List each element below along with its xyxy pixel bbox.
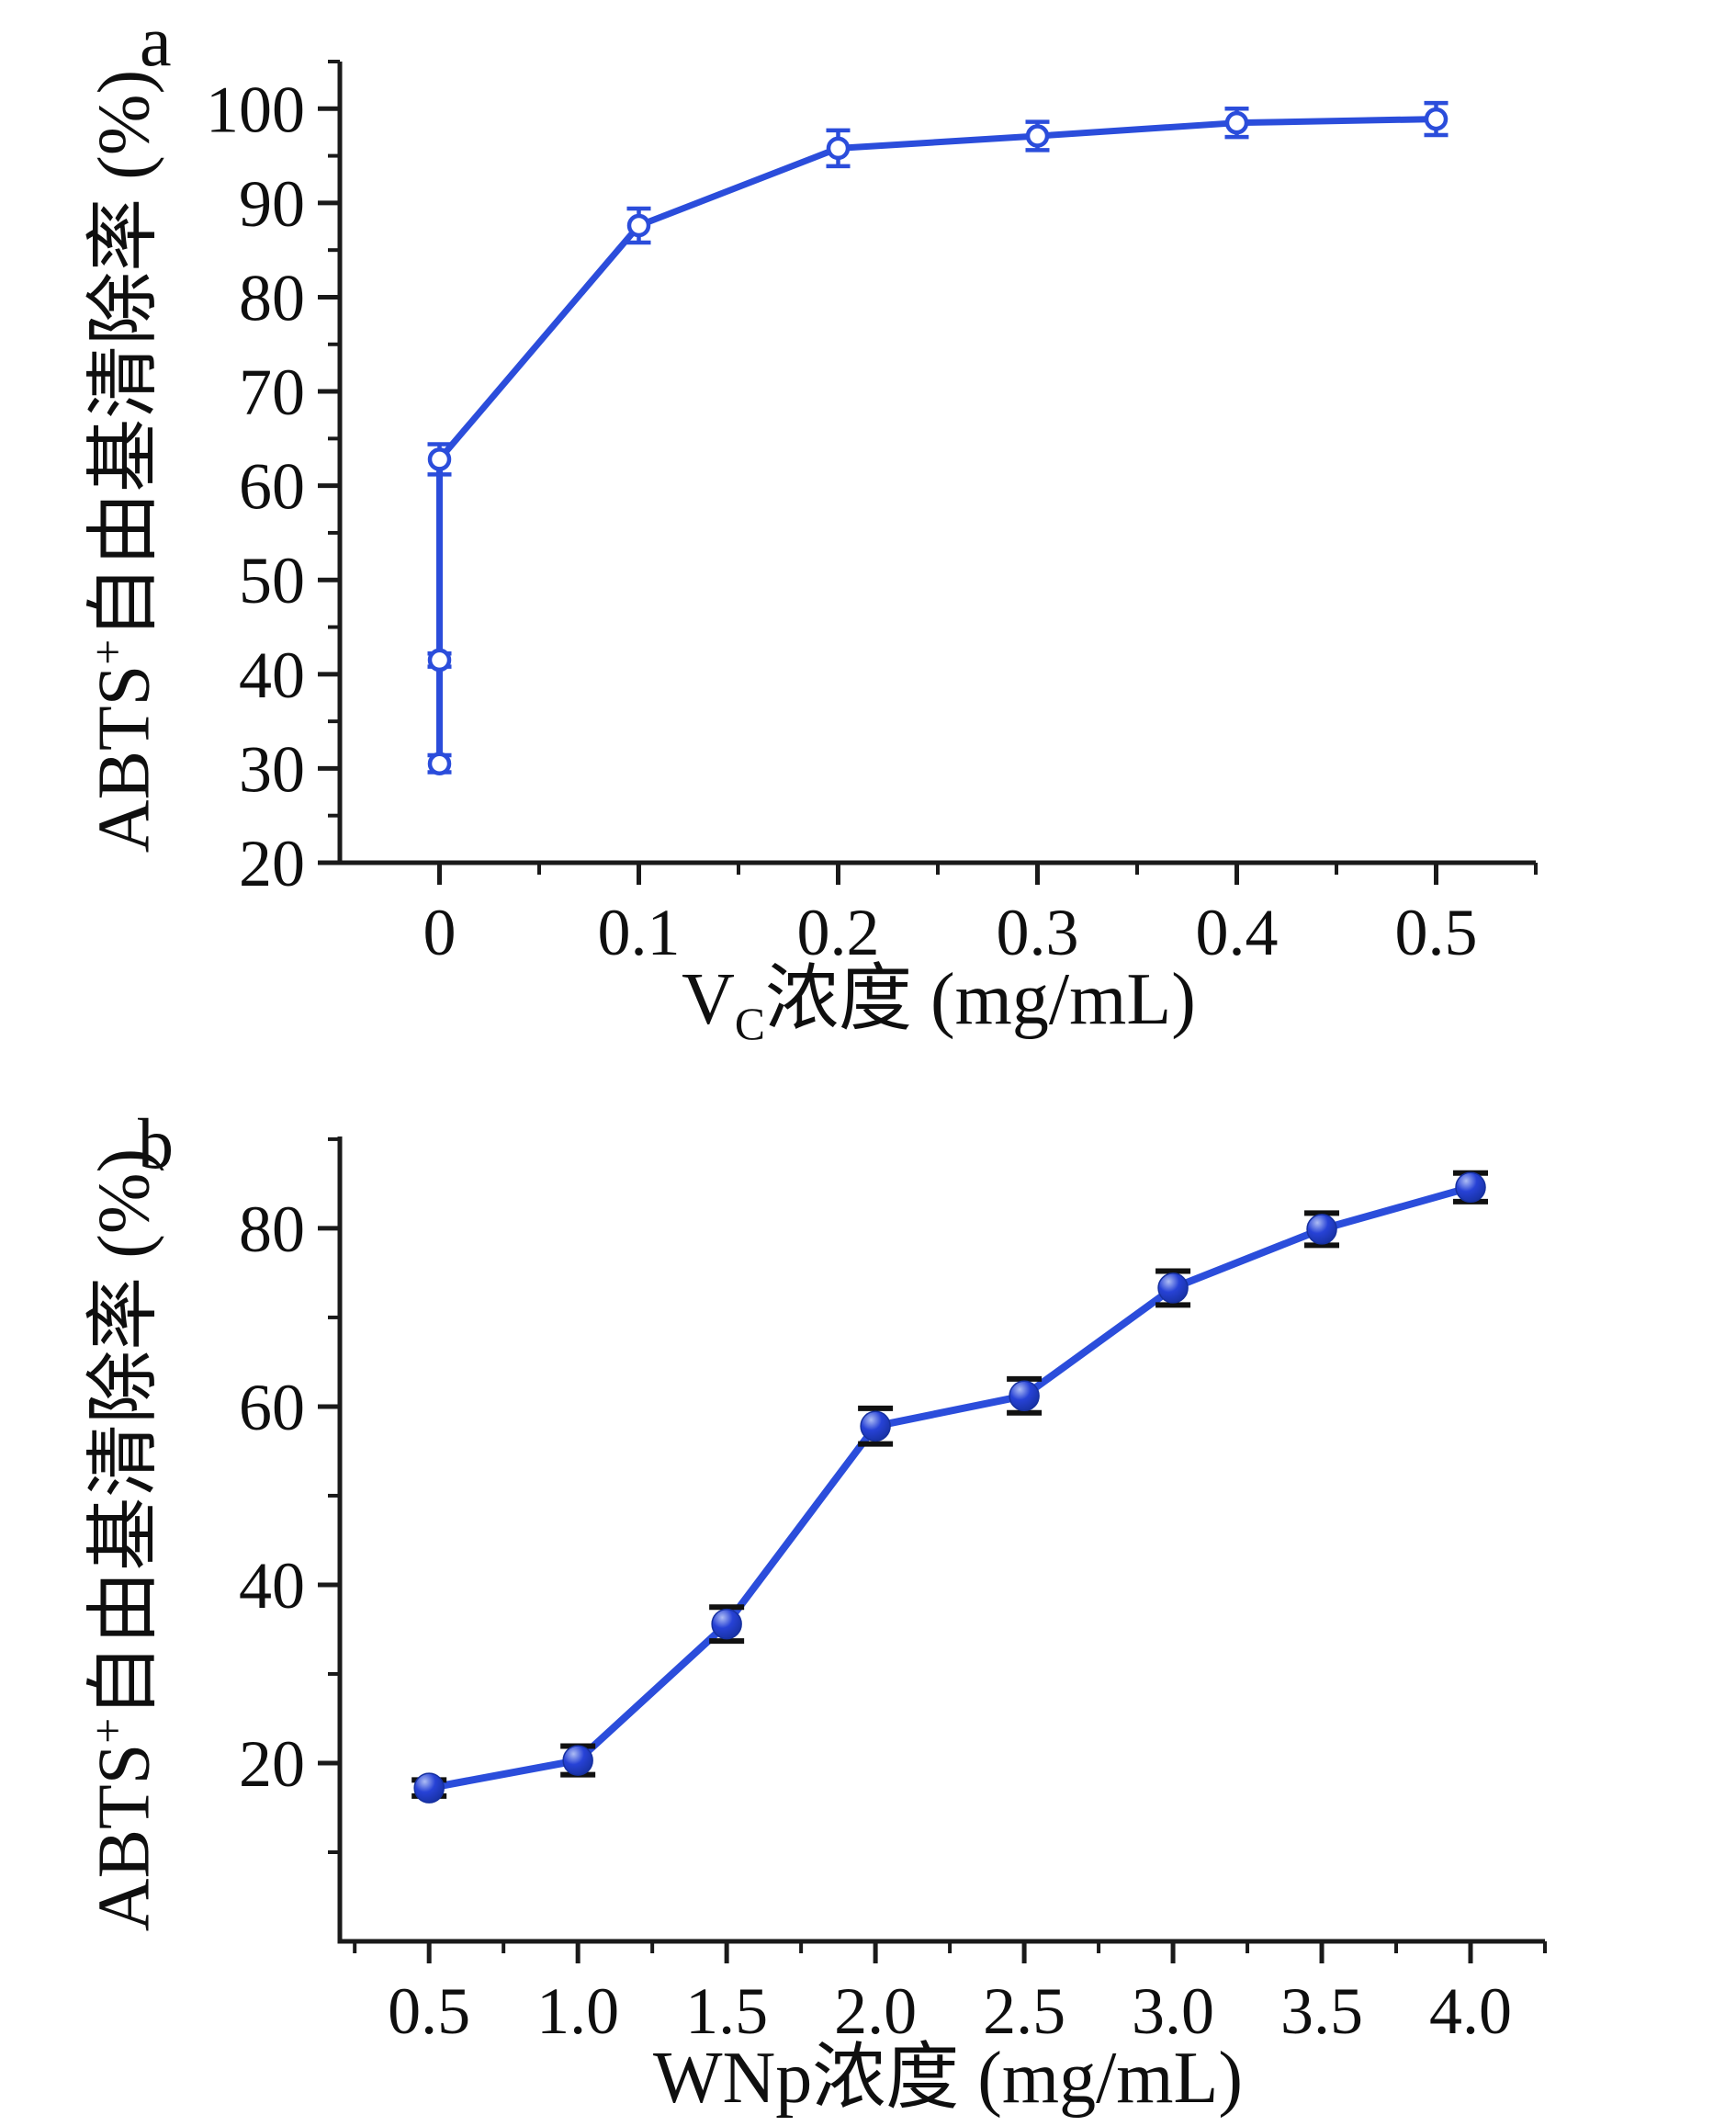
y-tick-label: 50: [239, 544, 305, 617]
chart-b-y-title-text: ABTS: [84, 1743, 165, 1932]
x-tick-label: 1.0: [536, 1974, 619, 2048]
panel-b-label: b: [138, 1103, 174, 1183]
chart-a-y-title-text: ABTS: [84, 664, 165, 854]
data-point-marker: [413, 1772, 445, 1804]
chart-a-x-title-cjk: 浓度 (mg/mL): [765, 959, 1196, 1040]
data-point-marker: [427, 752, 452, 776]
x-tick-label: 4.0: [1429, 1974, 1512, 2048]
y-tick-label: 100: [206, 73, 305, 146]
panel-a-label: a: [140, 1, 172, 81]
series-line: [436, 116, 1439, 767]
data-point-marker: [826, 136, 851, 161]
data-point-marker: [1424, 107, 1449, 131]
chart-b-x-title-cjk: 浓度 (mg/mL): [812, 2038, 1244, 2119]
data-point-marker: [1009, 1380, 1040, 1412]
x-tick-label: 2.5: [983, 1974, 1065, 2048]
y-tick-label: 60: [239, 450, 305, 524]
data-point-marker: [1224, 110, 1249, 135]
series-line: [425, 1183, 1475, 1792]
data-point-marker: [427, 648, 452, 673]
y-tick-label: 80: [239, 1193, 305, 1266]
y-tick-label: 80: [239, 261, 305, 334]
x-tick-label: 0.5: [388, 1974, 470, 2048]
data-point-marker: [1455, 1171, 1486, 1204]
chart-a-x-axis-title: VC浓度 (mg/mL): [479, 963, 1398, 1047]
x-tick-label: 1.5: [685, 1974, 768, 2048]
y-tick-label: 70: [239, 356, 305, 429]
y-tick-label: 30: [239, 732, 305, 806]
chart-a: 0 0.1 0.2 0.3 0.4 0.5 20 30 40 50 60 70 80 90 100: [206, 60, 1538, 969]
data-point-marker: [1157, 1272, 1189, 1304]
data-point-marker: [626, 213, 651, 238]
chart-b-y-title-cjk: 自由基清除率 (%): [84, 1148, 165, 1718]
data-point-marker: [1025, 124, 1050, 148]
x-tick-label: 0.1: [598, 896, 681, 969]
chart-a-x-title-sub: C: [734, 999, 766, 1049]
chart-a-y-title-sup: +: [83, 639, 133, 665]
chart-b-y-axis-title: ABTS+自由基清除率 (%): [62, 1035, 165, 2045]
x-tick-label: 3.0: [1132, 1974, 1214, 2048]
axes-b: 0.5 1.0 1.5 2.0 2.5 3.0 3.5 4.0 20 40 60 80: [239, 1137, 1547, 2048]
chart-a-x-title-text: V: [682, 959, 735, 1040]
x-tick-label: 0.5: [1395, 896, 1478, 969]
chart-b-x-title-text: WNp: [652, 2038, 813, 2119]
y-tick-label: 40: [239, 639, 305, 712]
chart-b-x-axis-title: WNp浓度 (mg/mL): [489, 2041, 1407, 2126]
chart-b-y-title-sup: +: [83, 1717, 133, 1744]
chart-a-y-title-cjk: 自由基清除率 (%): [84, 69, 165, 639]
y-tick-label: 90: [239, 167, 305, 241]
data-point-marker: [711, 1608, 742, 1640]
chart-a-y-axis-title: ABTS+自由基清除率 (%): [62, 0, 165, 967]
chart-b: 0.5 1.0 1.5 2.0 2.5 3.0 3.5 4.0 20 40 60 80: [239, 1137, 1547, 2048]
y-tick-label: 20: [239, 1727, 305, 1801]
axes-a: 0 0.1 0.2 0.3 0.4 0.5 20 30 40 50 60 70 80 90 100: [206, 60, 1538, 969]
x-tick-label: 0.3: [997, 896, 1079, 969]
x-tick-label: 0.2: [797, 896, 880, 969]
series-Vc: [427, 100, 1449, 776]
x-tick-label: 2.0: [834, 1974, 917, 2048]
y-tick-label: 40: [239, 1549, 305, 1623]
x-tick-label: 3.5: [1280, 1974, 1363, 2048]
x-tick-label: 0: [423, 896, 457, 969]
data-point-marker: [562, 1745, 593, 1776]
data-point-marker: [860, 1410, 891, 1442]
data-point-marker: [1306, 1214, 1337, 1245]
y-tick-label: 20: [239, 827, 305, 900]
y-tick-label: 60: [239, 1371, 305, 1444]
data-point-marker: [427, 447, 452, 471]
series-WNp: [411, 1170, 1489, 1804]
x-tick-label: 0.4: [1196, 896, 1279, 969]
